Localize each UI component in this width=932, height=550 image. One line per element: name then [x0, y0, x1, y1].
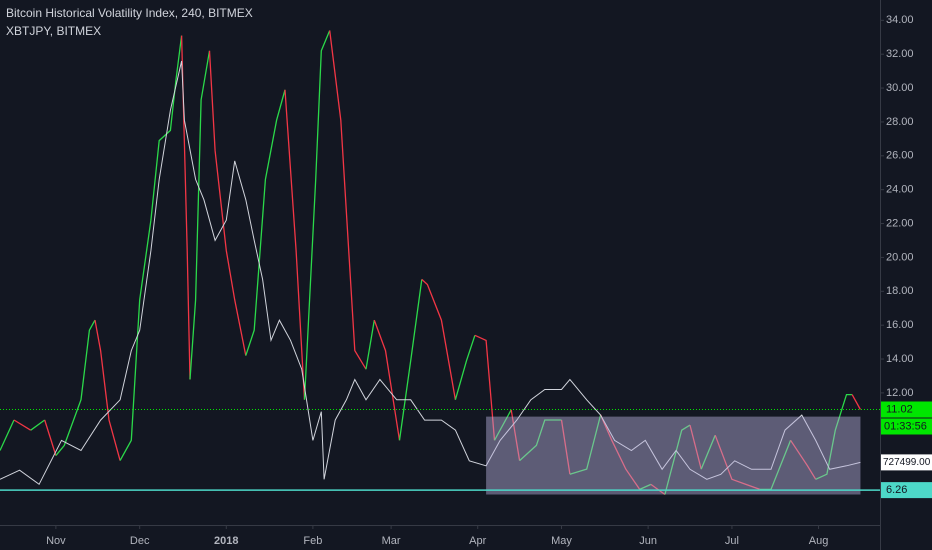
volatility-line	[664, 424, 691, 495]
level-label-bg	[881, 482, 932, 499]
x-tick-label: Feb	[303, 535, 322, 547]
volatility-line	[0, 419, 15, 451]
last-value-bg	[881, 401, 932, 418]
x-tick-label: Aug	[809, 535, 829, 547]
volatility-line	[94, 319, 121, 461]
volatility-line	[474, 334, 496, 441]
y-tick-label: 20.00	[886, 251, 914, 263]
volatility-line	[510, 409, 521, 461]
volatility-line	[245, 89, 286, 356]
x-tick-label: Jul	[725, 535, 739, 547]
volatility-line	[600, 414, 641, 490]
volatility-line	[365, 319, 375, 370]
y-tick-label: 22.00	[886, 217, 914, 229]
range-box	[486, 416, 861, 495]
volatility-line	[55, 319, 96, 457]
countdown-bg	[881, 418, 932, 435]
price-line	[0, 60, 861, 486]
y-tick-label: 32.00	[886, 48, 914, 60]
volatility-line	[30, 419, 46, 431]
x-tick-label: Apr	[469, 535, 486, 547]
y-tick-label: 14.00	[886, 353, 914, 365]
x-tick-label: Jun	[639, 535, 657, 547]
volatility-line	[639, 483, 652, 490]
last-value-label: 11.02	[886, 403, 913, 415]
volatility-line	[560, 419, 571, 475]
volatility-line	[189, 50, 211, 380]
volatility-line	[421, 278, 457, 400]
price-label: 727499.00	[883, 457, 931, 468]
volatility-line	[790, 439, 817, 480]
y-tick-label: 12.00	[886, 387, 914, 399]
volatility-line	[714, 434, 761, 491]
volatility-line	[208, 50, 247, 356]
volatility-line	[284, 89, 306, 400]
volatility-line	[329, 30, 367, 370]
y-tick-label: 18.00	[886, 285, 914, 297]
overlay	[0, 409, 880, 495]
volatility-line	[815, 393, 853, 480]
volatility-line	[398, 279, 423, 441]
y-tick-label: 34.00	[886, 14, 914, 26]
x-tick-label: 2018	[214, 535, 238, 547]
volatility-line	[13, 419, 32, 431]
legend-entry: Bitcoin Historical Volatility Index, 240…	[6, 6, 253, 20]
y-tick-label: 28.00	[886, 116, 914, 128]
y-tick-label: 16.00	[886, 319, 914, 331]
volatility-line	[689, 424, 702, 470]
volatility-line	[454, 335, 476, 400]
volatility-line	[851, 394, 861, 410]
x-tick-label: Mar	[382, 535, 401, 547]
volatility-line	[519, 419, 562, 462]
countdown-label: 01:33:56	[884, 420, 927, 432]
volatility-line	[493, 409, 512, 441]
x-tick-label: Dec	[130, 535, 150, 547]
price-label-bg	[881, 454, 932, 471]
y-tick-label: 24.00	[886, 184, 914, 196]
y-tick-label: 30.00	[886, 82, 914, 94]
x-tick-label: May	[551, 535, 572, 547]
y-tick-label: 26.00	[886, 150, 914, 162]
level-label: 6.26	[886, 484, 907, 496]
volatility-line	[44, 419, 57, 456]
legend-entry: XBTJPY, BITMEX	[6, 24, 101, 38]
x-tick-label: Nov	[46, 535, 66, 547]
volatility-line	[373, 319, 401, 441]
volatility-line	[569, 414, 602, 475]
volatility-line	[303, 30, 331, 400]
volatility-line	[700, 434, 716, 470]
plot	[0, 30, 861, 496]
